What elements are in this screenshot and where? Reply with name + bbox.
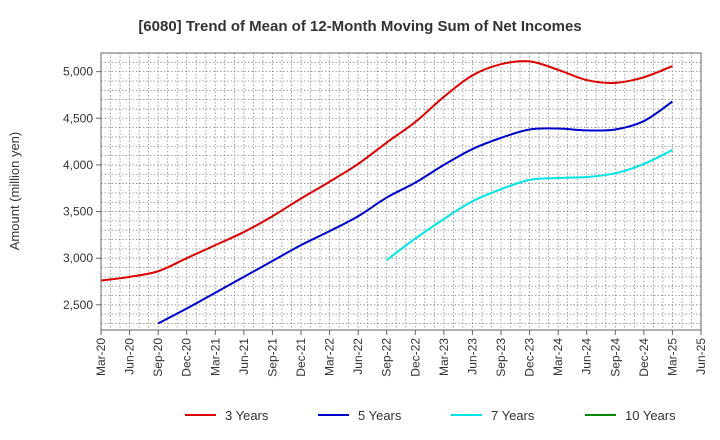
x-tick-label: Sep-20	[151, 338, 165, 377]
x-tick-label: Dec-21	[294, 338, 308, 377]
y-axis-ticks: 2,500 3,000 3,500 4,000 4,500 5,000	[63, 65, 101, 312]
y-axis-label: Amount (million yen)	[7, 132, 22, 251]
x-tick-label: Jun-23	[465, 338, 479, 375]
legend-label-10-years: 10 Years	[625, 408, 676, 423]
series-line-5-years	[157, 100, 673, 325]
x-tick-label: Sep-21	[265, 338, 279, 377]
y-tick-label: 3,000	[63, 251, 93, 265]
x-tick-label: Jun-21	[237, 338, 251, 375]
x-tick-label: Mar-21	[208, 338, 222, 376]
x-tick-label: Dec-20	[180, 338, 194, 377]
x-tick-label: Mar-23	[437, 338, 451, 376]
grid	[101, 53, 701, 330]
x-tick-label: Dec-22	[408, 338, 422, 377]
legend-label-3-years: 3 Years	[225, 408, 269, 423]
x-tick-label: Dec-23	[523, 338, 537, 377]
x-tick-label: Sep-24	[608, 338, 622, 377]
y-tick-label: 4,500	[63, 111, 93, 125]
y-tick-label: 3,500	[63, 205, 93, 219]
x-tick-label: Dec-24	[637, 338, 651, 377]
legend-label-5-years: 5 Years	[358, 408, 402, 423]
y-tick-label: 2,500	[63, 298, 93, 312]
plot-frame	[100, 52, 702, 331]
x-tick-label: Jun-22	[351, 338, 365, 375]
x-tick-label: Mar-22	[323, 338, 337, 376]
x-axis-ticks: Mar-20 Jun-20 Sep-20 Dec-20 Mar-21 Jun-21 Sep-…	[94, 330, 708, 377]
x-tick-label: Jun-24	[580, 338, 594, 375]
x-tick-label: Mar-25	[665, 338, 679, 376]
y-tick-label: 4,000	[63, 158, 93, 172]
legend-label-7-years: 7 Years	[491, 408, 535, 423]
legend: 3 Years 5 Years 7 Years 10 Years	[185, 408, 676, 423]
series-line-3-years	[100, 60, 673, 282]
series-layer	[100, 60, 673, 325]
x-tick-label: Mar-24	[551, 338, 565, 376]
x-tick-label: Mar-20	[94, 338, 108, 376]
series-line-7-years	[386, 149, 673, 261]
x-tick-label: Sep-23	[494, 338, 508, 377]
x-tick-label: Jun-20	[123, 338, 137, 375]
x-tick-label: Sep-22	[380, 338, 394, 377]
y-tick-label: 5,000	[63, 65, 93, 79]
chart-title: [6080] Trend of Mean of 12-Month Moving …	[138, 18, 581, 35]
x-tick-label: Jun-25	[694, 338, 708, 375]
